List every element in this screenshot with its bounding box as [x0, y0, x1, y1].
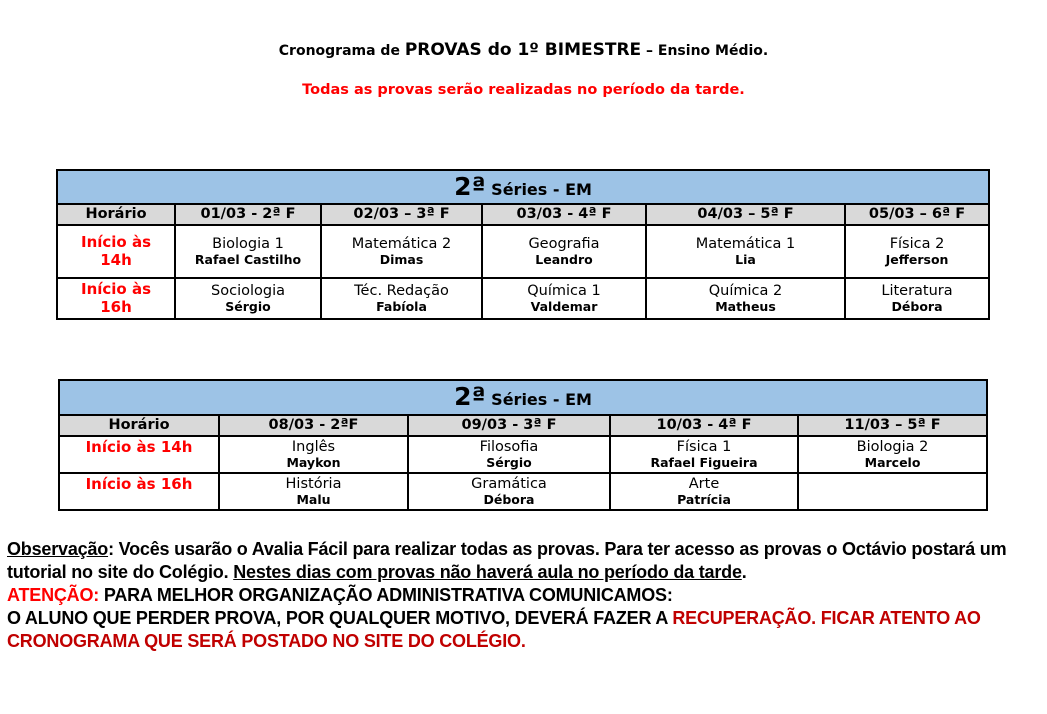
subject: Inglês — [291, 438, 336, 455]
exam-cell: Física 2 Jefferson — [843, 224, 991, 279]
exam-cell: Inglês Maykon — [218, 435, 409, 474]
teacher: Sérgio — [486, 454, 532, 470]
table-row: Início às 16h História Malu Gramática Débora… — [58, 472, 989, 511]
column-header: 02/03 – 3ª F — [320, 203, 483, 226]
subject: Biologia 1 — [212, 235, 284, 252]
table-row: Início às 16h Sociologia Sérgio Téc. Redaçã… — [56, 277, 991, 320]
teacher: Lia — [735, 251, 756, 267]
subject: Física 1 — [676, 438, 732, 455]
title-num: 2ª — [454, 171, 486, 201]
exam-cell: Sociologia Sérgio — [174, 277, 322, 320]
schedule-table-2: 2ª Séries - EM Horário 08/03 - 2ªF 09/03 -… — [57, 379, 989, 511]
column-header: 09/03 - 3ª F — [407, 414, 611, 437]
subject: Gramática — [471, 475, 547, 492]
table-row: Início às 14h Inglês Maykon Filosofia Sérgio… — [58, 435, 989, 474]
obs-underlined: Nestes dias com provas não haverá aula n… — [233, 562, 742, 582]
subject: Sociologia — [211, 282, 285, 299]
subject: Biologia 2 — [856, 438, 929, 455]
warning-red: RECUPERAÇÃO. FICAR ATENTO AO CRONOGRAMA … — [7, 608, 981, 651]
subject: Arte — [688, 475, 720, 492]
exam-cell: Arte Patrícia — [609, 472, 799, 511]
subject: Literatura — [881, 282, 953, 299]
exam-cell: História Malu — [218, 472, 409, 511]
title-pre: Cronograma de — [278, 43, 405, 59]
subject: Física 2 — [889, 235, 945, 252]
obs-end: . — [741, 562, 747, 582]
exam-cell: Química 1 Valdemar — [481, 277, 647, 320]
table-title: 2ª Séries - EM — [57, 379, 989, 416]
subject: Filosofia — [479, 438, 539, 455]
teacher: Maykon — [286, 454, 341, 470]
column-header: 05/03 – 6ª F — [843, 203, 991, 226]
subject: Matemática 2 — [351, 235, 452, 252]
subtitle: Todas as provas serão realizadas no perí… — [302, 82, 745, 98]
column-header: Horário — [56, 203, 176, 226]
teacher: Leandro — [535, 251, 593, 267]
schedule-table-1: 2ª Séries - EM Horário 01/03 - 2ª F 02/03 … — [55, 169, 991, 320]
column-header: 08/03 - 2ªF — [218, 414, 409, 437]
teacher: Marcelo — [864, 454, 921, 470]
subject: História — [285, 475, 342, 492]
subject: Química 2 — [708, 282, 783, 299]
time-cell: Início às 14h — [56, 224, 176, 279]
title-text: Séries - EM — [485, 390, 592, 410]
subject: Téc. Redação — [354, 282, 449, 299]
teacher: Malu — [296, 491, 331, 507]
column-header: 01/03 - 2ª F — [174, 203, 322, 226]
exam-cell: Biologia 1 Rafael Castilho — [174, 224, 322, 279]
exam-cell: Gramática Débora — [407, 472, 611, 511]
teacher: Dimas — [379, 251, 424, 267]
teacher: Jefferson — [885, 251, 949, 267]
exam-cell — [796, 472, 989, 511]
notes: Observação: Vocês usarão o Avalia Fácil … — [7, 538, 1042, 653]
title-num: 2ª — [454, 382, 486, 412]
page-title: Cronograma de PROVAS do 1º BIMESTRE – En… — [0, 40, 1047, 60]
teacher: Fabíola — [376, 298, 427, 314]
warning-line: O ALUNO QUE PERDER PROVA, POR QUALQUER M… — [7, 608, 673, 628]
attention-text: PARA MELHOR ORGANIZAÇÃO ADMINISTRATIVA C… — [99, 585, 673, 605]
obs-text: : Vocês usarão o Avalia Fácil para reali… — [7, 539, 1007, 582]
column-header: 11/03 – 5ª F — [796, 414, 989, 437]
exam-cell: Biologia 2 Marcelo — [796, 435, 989, 474]
column-header: 03/03 - 4ª F — [481, 203, 647, 226]
teacher: Valdemar — [530, 298, 598, 314]
subject: Química 1 — [527, 282, 601, 299]
exam-cell: Filosofia Sérgio — [407, 435, 611, 474]
attention-label: ATENÇÃO: — [7, 585, 100, 605]
column-header: 10/03 - 4ª F — [609, 414, 799, 437]
title-post: – Ensino Médio. — [641, 43, 769, 59]
time-cell: Início às 14h — [58, 435, 220, 474]
exam-cell: Literatura Débora — [843, 277, 991, 320]
exam-cell: Téc. Redação Fabíola — [320, 277, 483, 320]
table-row: Início às 14h Biologia 1 Rafael Castilho Ma… — [56, 224, 991, 279]
column-header: Horário — [58, 414, 220, 437]
exam-cell: Matemática 1 Lia — [645, 224, 846, 279]
teacher: Rafael Castilho — [194, 251, 302, 267]
exam-cell: Matemática 2 Dimas — [320, 224, 483, 279]
teacher: Débora — [483, 491, 535, 507]
teacher: Patrícia — [677, 491, 731, 507]
teacher: Débora — [891, 298, 943, 314]
exam-cell: Física 1 Rafael Figueira — [609, 435, 799, 474]
time-cell: Início às 16h — [58, 472, 220, 511]
subject: Geografia — [528, 235, 600, 252]
table-title: 2ª Séries - EM — [55, 169, 991, 205]
teacher: Matheus — [715, 298, 776, 314]
exam-cell: Química 2 Matheus — [645, 277, 846, 320]
obs-label: Observação — [7, 539, 109, 559]
column-header: 04/03 – 5ª F — [645, 203, 846, 226]
title-main: PROVAS do 1º BIMESTRE — [404, 40, 642, 60]
teacher: Rafael Figueira — [650, 454, 758, 470]
subject: Matemática 1 — [695, 235, 796, 252]
exam-cell: Geografia Leandro — [481, 224, 647, 279]
teacher: Sérgio — [225, 298, 271, 314]
title-text: Séries - EM — [485, 179, 592, 199]
time-cell: Início às 16h — [56, 277, 176, 320]
